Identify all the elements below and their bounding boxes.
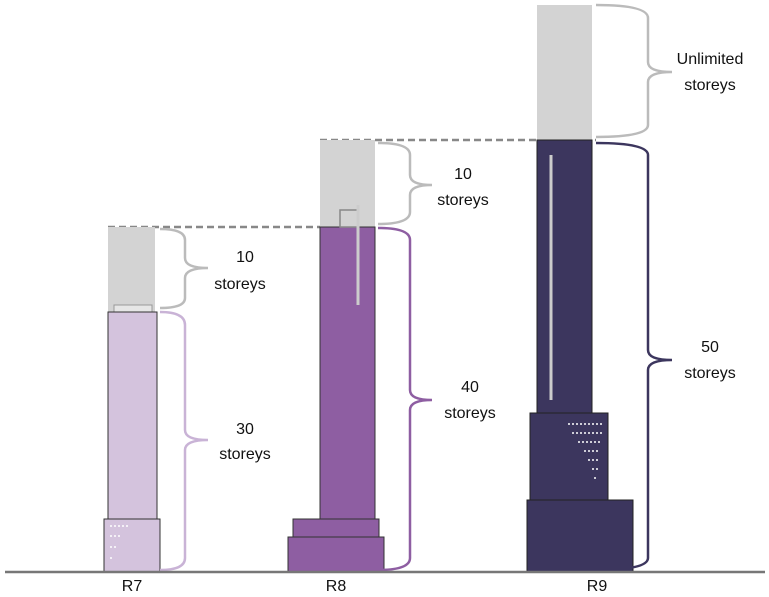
extension-number: 10	[454, 166, 472, 183]
brace	[159, 227, 209, 310]
extension-number: Unlimited	[677, 51, 744, 68]
podium	[287, 536, 385, 573]
roof	[113, 304, 153, 313]
brace	[377, 226, 433, 572]
brace	[595, 3, 673, 139]
podium	[292, 518, 380, 538]
extension-unit: storeys	[684, 77, 736, 94]
brace	[377, 141, 433, 226]
podium	[103, 518, 161, 573]
base-number: 40	[461, 379, 479, 396]
extension-unit: storeys	[214, 276, 266, 293]
brace	[159, 310, 209, 572]
windows	[568, 423, 602, 479]
windows	[110, 525, 130, 559]
building-label: R7	[122, 578, 143, 595]
building-r8	[287, 140, 385, 573]
base-number: 30	[236, 421, 254, 438]
extension	[537, 5, 592, 140]
base-number: 50	[701, 339, 719, 356]
extension	[108, 227, 155, 312]
base-unit: storeys	[219, 446, 271, 463]
podium	[526, 499, 634, 573]
tower	[319, 226, 376, 523]
brace	[595, 141, 673, 572]
podium	[529, 412, 609, 502]
building-label: R9	[587, 578, 608, 595]
extension-number: 10	[236, 249, 254, 266]
building-label: R8	[326, 578, 347, 595]
extension	[320, 140, 375, 227]
building-r9	[526, 5, 634, 573]
building-r7	[103, 227, 161, 573]
tower	[536, 139, 593, 417]
base-unit: storeys	[444, 405, 496, 422]
base-unit: storeys	[684, 365, 736, 382]
extension-unit: storeys	[437, 192, 489, 209]
